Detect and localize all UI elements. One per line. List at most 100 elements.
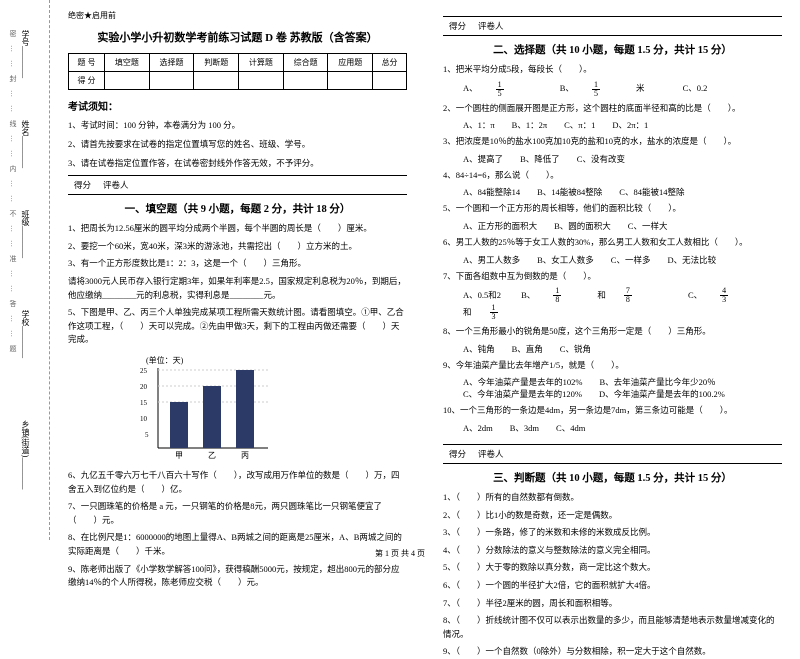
cell <box>194 72 239 90</box>
tick: 25 <box>140 367 148 375</box>
opt-a: A、15 <box>463 83 540 93</box>
question: 6、九亿五千零六万七千八百六十写作（ ），改写成用万作单位的数是（ ）万，四舍五… <box>68 469 407 496</box>
left-column: 绝密★启用前 实验小学小升初数学考前练习试题 D 卷 苏教版（含答案） 题 号 … <box>50 0 425 540</box>
bar-label: 丙 <box>241 451 249 460</box>
question: 9、今年油菜产量比去年增产1/5，就是（ ）。 <box>443 359 782 373</box>
class-label: 班级________ <box>20 210 31 258</box>
cell: 得 分 <box>69 72 105 90</box>
fraction: 15 <box>592 81 618 98</box>
section-score-box: 得分 评卷人 <box>68 175 407 195</box>
cell: 填空题 <box>105 54 150 72</box>
bar-jia <box>170 402 188 448</box>
cell: 总分 <box>373 54 407 72</box>
score-summary-table: 题 号 填空题 选择题 判断题 计算题 综合题 应用题 总分 得 分 <box>68 53 407 90</box>
name-label: 姓名________ <box>20 120 31 168</box>
cell: 应用题 <box>328 54 373 72</box>
cell: 综合题 <box>283 54 328 72</box>
question: 9、陈老师出版了《小学数学解答100问》，获得稿酬5000元，按规定，超出800… <box>68 563 407 590</box>
options: A、84能整除14 B、14能被84整除 C、84能被14整除 <box>443 186 782 198</box>
section-2-title: 二、选择题（共 10 小题，每题 1.5 分，共计 15 分） <box>443 42 782 57</box>
grader-label: 评卷人 <box>472 17 510 35</box>
table-row: 题 号 填空题 选择题 判断题 计算题 综合题 应用题 总分 <box>69 54 407 72</box>
section-3-title: 三、判断题（共 10 小题，每题 1.5 分，共计 15 分） <box>443 470 782 485</box>
cell <box>239 72 284 90</box>
question: 1、把周长为12.56厘米的圆平均分成两个半圆，每个半圆的周长是（ ）厘米。 <box>68 222 407 236</box>
confidential-mark: 绝密★启用前 <box>68 10 407 21</box>
cell <box>328 72 373 90</box>
question: 8、一个三角形最小的锐角是50度，这个三角形一定是（ ）三角形。 <box>443 325 782 339</box>
bar-label: 乙 <box>208 451 216 460</box>
question: 6、男工人数的25％等于女工人数的30%，那么男工人数和女工人数相比（ ）。 <box>443 236 782 250</box>
tick: 5 <box>145 431 149 439</box>
town-label: 乡镇(街道)________ <box>20 420 31 489</box>
content-area: 绝密★启用前 实验小学小升初数学考前练习试题 D 卷 苏教版（含答案） 题 号 … <box>50 0 800 540</box>
right-column: 得分 评卷人 二、选择题（共 10 小题，每题 1.5 分，共计 15 分） 1… <box>425 0 800 540</box>
seal-line-text: 密……封……线……内……不……准……答……题 <box>8 30 18 360</box>
table-row: 得 分 <box>69 72 407 90</box>
cell: 计算题 <box>239 54 284 72</box>
options: A、1：π B、1：2π C、π：1 D、2π：1 <box>443 119 782 131</box>
cell <box>373 72 407 90</box>
cell: 判断题 <box>194 54 239 72</box>
section-score-box: 得分 评卷人 <box>443 444 782 464</box>
grader-label: 评卷人 <box>472 445 510 463</box>
bar-yi <box>203 386 221 448</box>
options: A、2dm B、3dm C、4dm <box>443 422 782 434</box>
notice-item: 3、请在试卷指定位置作答，在试卷密封线外作答无效，不予评分。 <box>68 157 407 170</box>
question: 2、（ ）比1小的数是奇数，还一定是偶数。 <box>443 509 782 523</box>
question: 7、下面各组数中互为倒数的是（ ）。 <box>443 270 782 284</box>
cell: 选择题 <box>149 54 194 72</box>
question: 4、84÷14=6，那么说（ ）。 <box>443 169 782 183</box>
notice-heading: 考试须知： <box>68 98 407 113</box>
school-label: 学校________ <box>20 310 31 358</box>
exam-page: 密……封……线……内……不……准……答……题 学号________ 姓名____… <box>0 0 800 540</box>
notice-item: 1、考试时间：100 分钟，本卷满分为 100 分。 <box>68 119 407 132</box>
question: 7、（ ）半径2厘米的圆，周长和面积相等。 <box>443 597 782 611</box>
question: 5、（ ）大于零的数除以真分数，商一定比这个数大。 <box>443 561 782 575</box>
bar-chart: (单位：天) 25 20 15 10 5 甲 乙 丙 <box>128 353 407 463</box>
cell <box>283 72 328 90</box>
paper-title: 实验小学小升初数学考前练习试题 D 卷 苏教版（含答案） <box>68 29 407 45</box>
options: A、15 B、15米 C、0.2 <box>443 81 782 98</box>
question: 7、一只圆珠笔的价格是 a 元，一只钢笔的价格是8元，两只圆珠笔比一只钢笔便宜了… <box>68 500 407 527</box>
opt-b: B、18和78 <box>521 290 668 300</box>
cell <box>149 72 194 90</box>
score-label: 得分 <box>68 176 97 194</box>
question: 10、一个三角形的一条边是4dm，另一条边是7dm，第三条边可能是（ ）。 <box>443 404 782 418</box>
question: 6、（ ）一个圆的半径扩大2倍，它的面积就扩大4倍。 <box>443 579 782 593</box>
tick: 15 <box>140 399 148 407</box>
bar-label: 甲 <box>175 451 183 460</box>
options: A、今年油菜产量是去年的102% B、去年油菜产量比今年少20％ C、今年油菜产… <box>443 376 782 400</box>
page-footer: 第 1 页 共 4 页 <box>0 548 800 559</box>
question: 请将3000元人民币存入银行定期3年，如果年利率是2.5，国家规定利息税为20％… <box>68 275 407 302</box>
question: 9、（ ）一个自然数（0除外）与分数相除，积一定大于这个自然数。 <box>443 645 782 659</box>
tick: 20 <box>140 383 148 391</box>
notice-item: 2、请首先按要求在试卷的指定位置填写您的姓名、班级、学号。 <box>68 138 407 151</box>
question: 3、（ ）一条路，修了的米数和未修的米数成反比例。 <box>443 526 782 540</box>
question: 8、（ ）折线统计图不仅可以表示出数量的多少，而且能够清楚地表示数量增减变化的情… <box>443 614 782 641</box>
student-id-label: 学号________ <box>20 30 31 78</box>
question: 5、一个圆和一个正方形的周长相等，他们的面积比较（ ）。 <box>443 202 782 216</box>
fraction: 15 <box>496 81 522 98</box>
opt-b: B、15米 <box>560 83 663 93</box>
score-label: 得分 <box>443 445 472 463</box>
y-axis-label: (单位：天) <box>146 355 184 365</box>
tick: 10 <box>140 415 148 423</box>
grader-label: 评卷人 <box>97 176 135 194</box>
bar-bing <box>236 370 254 448</box>
chart-svg: (单位：天) 25 20 15 10 5 甲 乙 丙 <box>128 353 278 463</box>
opt-c: C、0.2 <box>683 83 708 93</box>
options: A、0.5和2 B、18和78 C、43和13 <box>443 287 782 321</box>
question: 2、一个圆柱的侧面展开图是正方形，这个圆柱的底面半径和高的比是（ ）。 <box>443 102 782 116</box>
question: 3、有一个正方形度数比是1：2：3，这是一个（ ）三角形。 <box>68 257 407 271</box>
question: 2、要挖一个60米，宽40米，深3米的游泳池，共需挖出（ ）立方米的土。 <box>68 240 407 254</box>
options: A、男工人数多 B、女工人数多 C、一样多 D、无法比较 <box>443 254 782 266</box>
options: A、提高了 B、降低了 C、没有改变 <box>443 153 782 165</box>
cell <box>105 72 150 90</box>
options: A、正方形的面积大 B、圆的面积大 C、一样大 <box>443 220 782 232</box>
question: 5、下图是‎甲、乙、丙三个人单独完成某项工程所需天数统计图。请看图填空。①甲、乙… <box>68 306 407 347</box>
question: 1、把米平均分成5段，每段长（ ）。 <box>443 63 782 77</box>
binding-margin: 密……封……线……内……不……准……答……题 学号________ 姓名____… <box>0 0 50 540</box>
cell: 题 号 <box>69 54 105 72</box>
section-1-title: 一、填空题（共 9 小题，每题 2 分，共计 18 分） <box>68 201 407 216</box>
